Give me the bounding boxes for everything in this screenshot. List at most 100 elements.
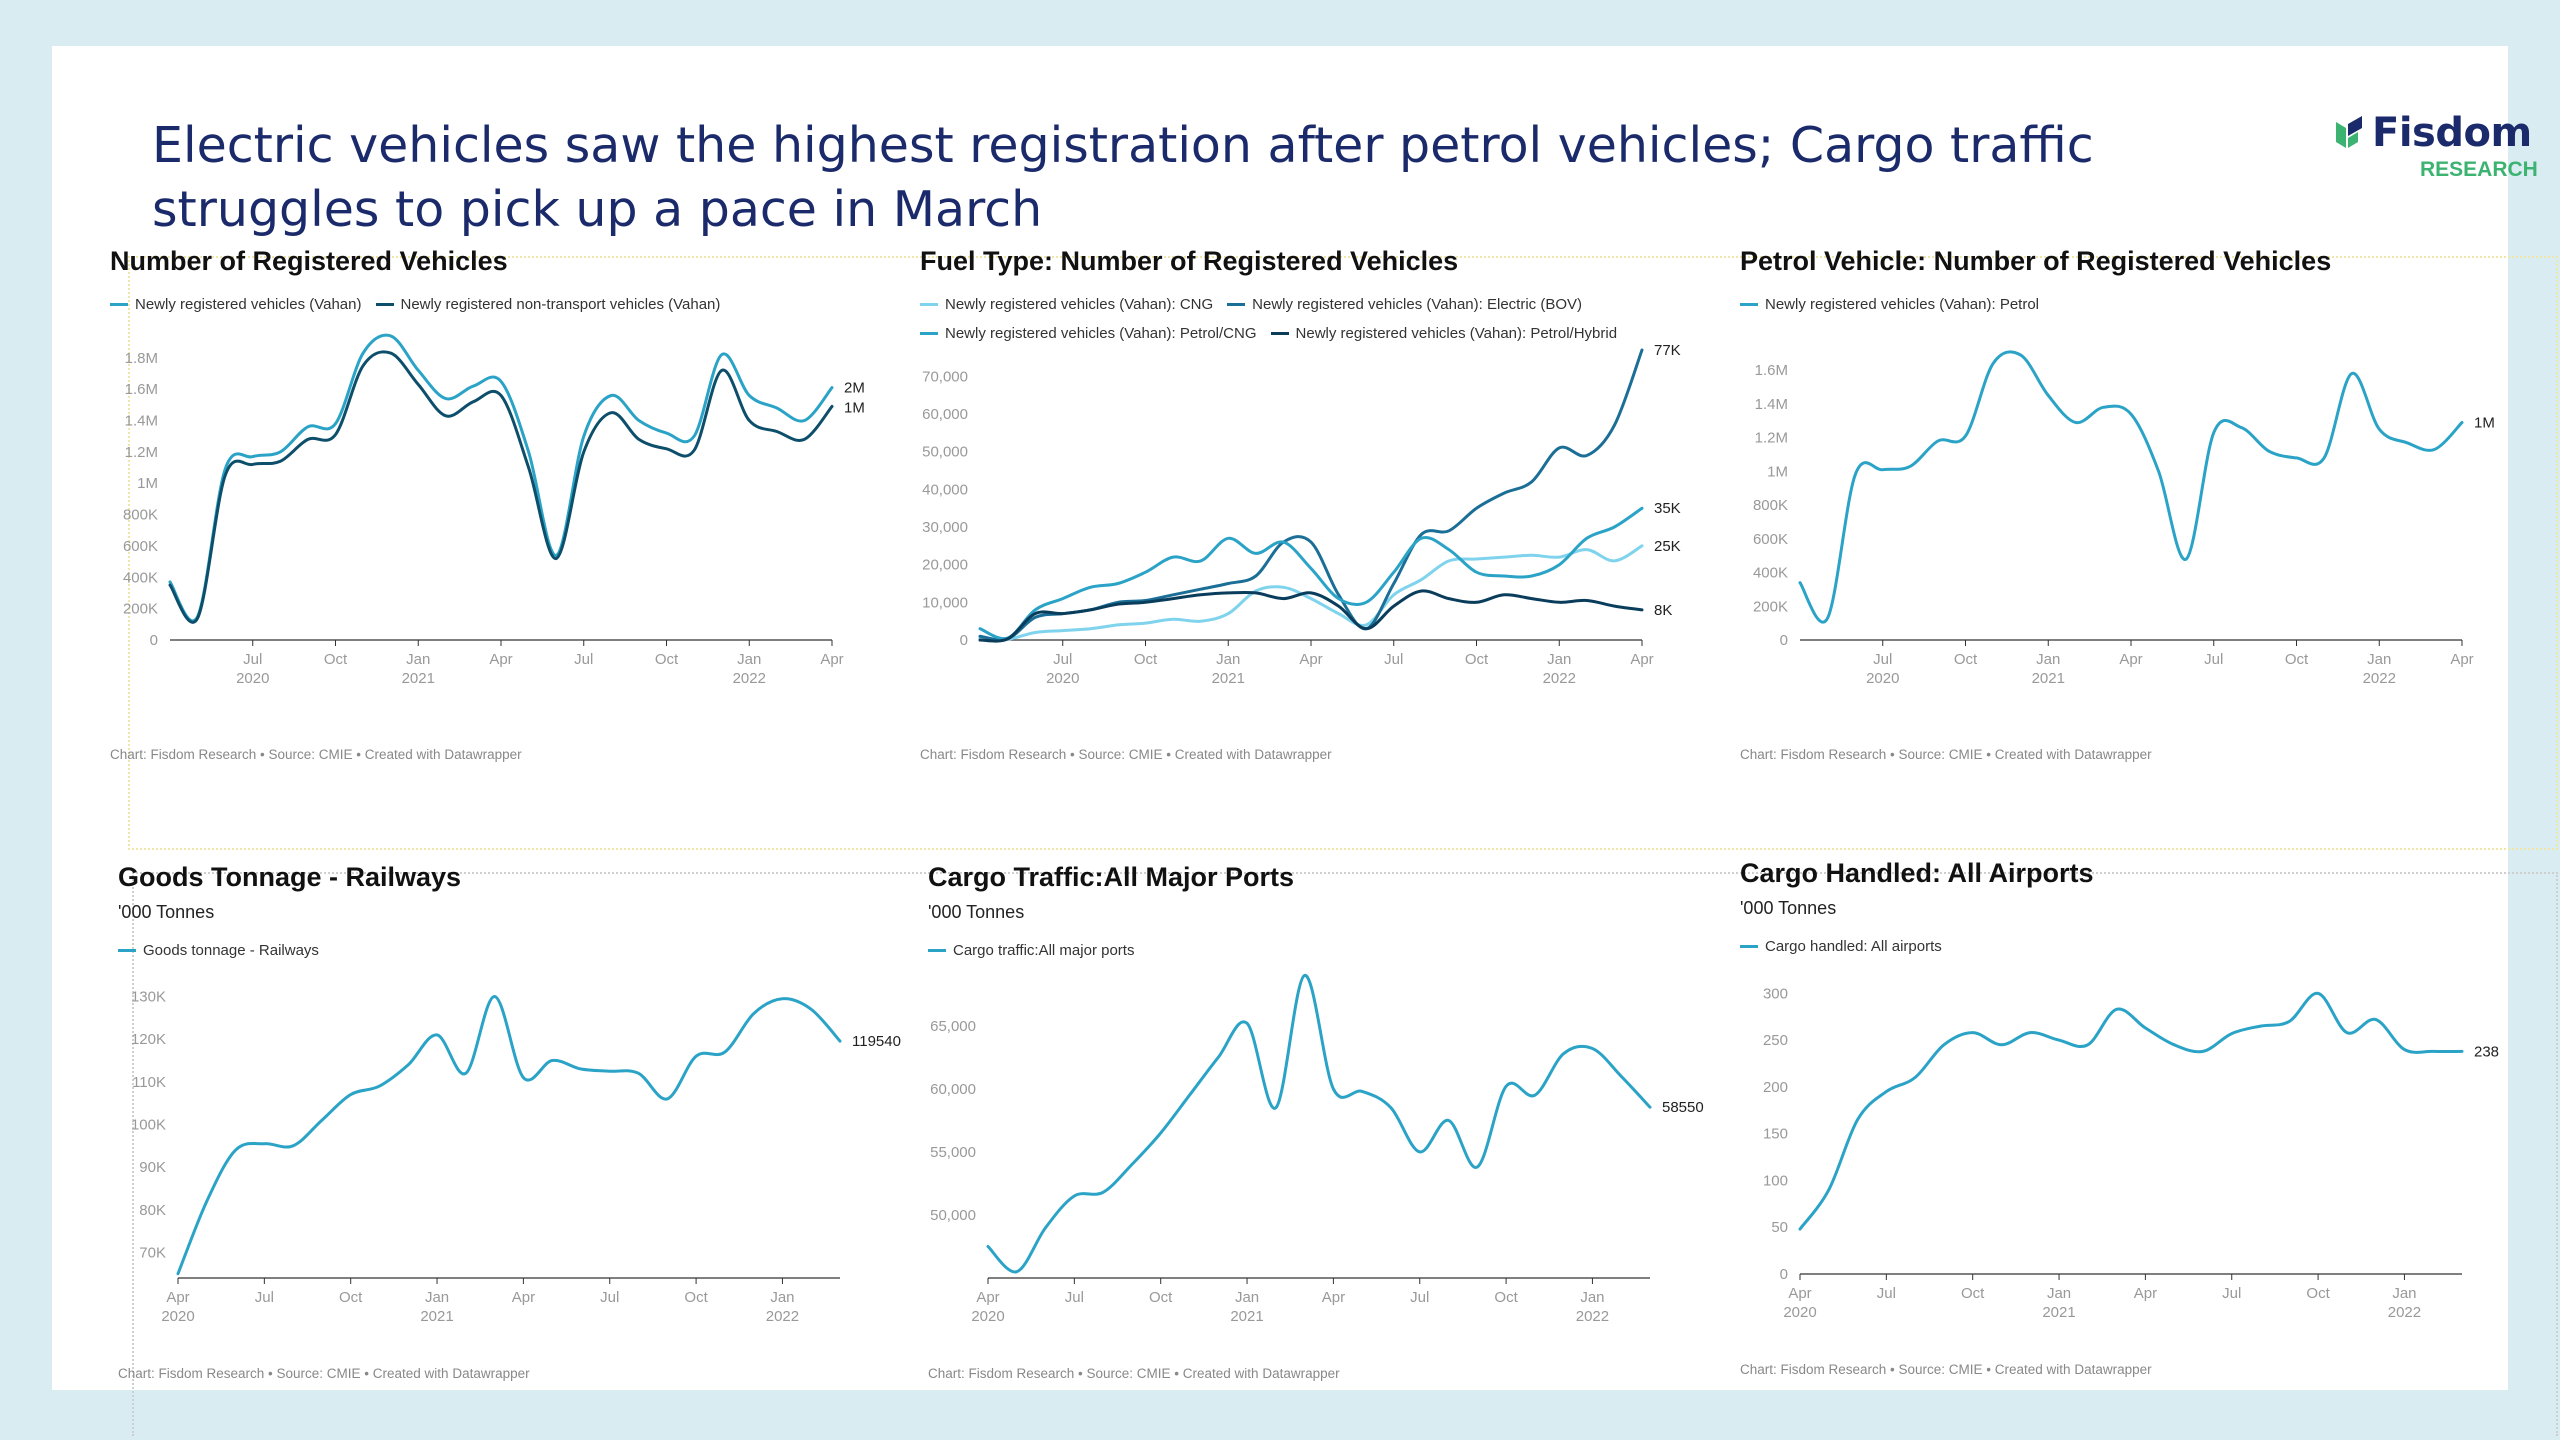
x-tick-label: Apr xyxy=(166,1289,189,1306)
x-tick-year-label: 2021 xyxy=(1230,1308,1263,1325)
fisdom-leaf-icon xyxy=(2336,116,2362,148)
chart-legend: Cargo handled: All airports xyxy=(1740,932,2520,961)
x-tick-label: Oct xyxy=(1134,651,1158,668)
y-tick-label: 0 xyxy=(150,632,158,649)
chart-title: Cargo Traffic:All Major Ports xyxy=(928,862,1295,892)
x-tick-label: Apr xyxy=(512,1289,535,1306)
series-line xyxy=(978,589,1644,643)
x-tick-year-label: 2021 xyxy=(2032,670,2065,687)
legend-label: Newly registered vehicles (Vahan): Petro… xyxy=(1765,296,2040,313)
y-tick-label: 600K xyxy=(1753,531,1788,548)
x-tick-label: Apr xyxy=(489,651,512,668)
y-tick-label: 600K xyxy=(123,538,158,555)
y-tick-label: 70K xyxy=(139,1244,166,1261)
y-tick-label: 60,000 xyxy=(930,1081,976,1098)
x-tick-year-label: 2022 xyxy=(2388,1304,2421,1321)
x-tick-label: Oct xyxy=(1961,1285,1985,1302)
y-tick-label: 250 xyxy=(1763,1032,1788,1049)
x-tick-label: Jan xyxy=(1235,1289,1259,1306)
y-tick-label: 150 xyxy=(1763,1126,1788,1143)
chart-plot-area: 0 50 100 150 200 250 300 Apr 2020 Jul Oct Jan 2021 Ap… xyxy=(1763,985,2499,1321)
x-tick-year-label: 2020 xyxy=(161,1308,194,1325)
legend-swatch xyxy=(1270,332,1289,335)
x-tick-label: Jul xyxy=(1384,651,1403,668)
x-tick-label: Apr xyxy=(2119,651,2142,668)
x-tick-label: Jul xyxy=(243,651,262,668)
x-tick-label: Oct xyxy=(339,1289,363,1306)
legend-swatch xyxy=(110,303,128,306)
series-line xyxy=(168,350,834,624)
legend-label: Newly registered vehicles (Vahan): Elect… xyxy=(1252,296,1582,313)
legend-swatch xyxy=(118,949,136,952)
chart-title: Number of Registered Vehicles xyxy=(110,246,508,276)
x-tick-year-label: 2021 xyxy=(402,670,435,687)
y-tick-label: 90K xyxy=(139,1159,166,1176)
x-tick-label: Jul xyxy=(1065,1289,1084,1306)
x-tick-label: Oct xyxy=(1954,651,1978,668)
y-tick-label: 200K xyxy=(1753,598,1788,615)
x-tick-label: Apr xyxy=(1630,651,1653,668)
y-tick-label: 200K xyxy=(123,601,158,618)
series-end-label: 8K xyxy=(1654,602,1672,619)
chart-legend: Newly registered vehicles (Vahan): Petro… xyxy=(1740,290,2520,319)
legend-label: Newly registered vehicles (Vahan): CNG xyxy=(945,296,1214,313)
x-tick-label: Apr xyxy=(2450,651,2473,668)
y-tick-label: 0 xyxy=(1780,1266,1788,1283)
x-tick-label: Jul xyxy=(1877,1285,1896,1302)
y-tick-label: 400K xyxy=(123,569,158,586)
y-tick-label: 50,000 xyxy=(922,444,968,461)
legend-label: Newly registered vehicles (Vahan) xyxy=(135,296,362,313)
chart-title: Goods Tonnage - Railways xyxy=(118,862,462,892)
legend-item: Newly registered vehicles (Vahan): Elect… xyxy=(1227,290,1582,319)
x-tick-label: Jul xyxy=(255,1289,274,1306)
chart-source-note: Chart: Fisdom Research • Source: CMIE • … xyxy=(110,747,522,762)
y-tick-label: 60,000 xyxy=(922,406,968,423)
y-tick-label: 800K xyxy=(123,507,158,524)
x-tick-year-label: 2022 xyxy=(1543,670,1576,687)
x-tick-label: Jan xyxy=(1216,651,1240,668)
legend-item: Newly registered vehicles (Vahan): Petro… xyxy=(1740,290,2039,319)
headline: Electric vehicles saw the highest regist… xyxy=(152,117,2094,238)
x-tick-label: Jan xyxy=(2392,1285,2416,1302)
legend-label: Cargo traffic:All major ports xyxy=(953,942,1135,959)
slide: Electric vehicles saw the highest regist… xyxy=(52,46,2558,1436)
x-tick-year-label: 2020 xyxy=(1866,670,1899,687)
series-end-label: 2M xyxy=(844,380,865,397)
legend-swatch xyxy=(920,303,938,306)
chart-card-registered-vehicles: Number of Registered Vehicles Newly regi… xyxy=(110,246,910,806)
y-tick-label: 55,000 xyxy=(930,1144,976,1161)
chart-plot-area: 70K 80K 90K 100K 110K 120K 130K Apr 2020 Jul Oct Ja… xyxy=(131,989,901,1325)
x-tick-label: Apr xyxy=(1788,1285,1811,1302)
y-tick-label: 10,000 xyxy=(922,594,968,611)
x-tick-label: Jul xyxy=(1873,651,1892,668)
chart-source-note: Chart: Fisdom Research • Source: CMIE • … xyxy=(1740,1362,2152,1377)
chart-plot-area: 0 10,000 20,000 30,000 40,000 50,000 60,000 70,… xyxy=(922,342,1681,687)
y-tick-label: 100 xyxy=(1763,1172,1788,1189)
chart-source-note: Chart: Fisdom Research • Source: CMIE • … xyxy=(118,1366,530,1381)
legend-label: Cargo handled: All airports xyxy=(1765,938,1942,955)
legend-item: Newly registered vehicles (Vahan): Petro… xyxy=(920,319,1257,348)
y-tick-label: 200 xyxy=(1763,1079,1788,1096)
x-tick-label: Jul xyxy=(2222,1285,2241,1302)
x-tick-label: Jul xyxy=(1410,1289,1429,1306)
legend-item: Newly registered vehicles (Vahan) xyxy=(110,290,362,319)
y-tick-label: 0 xyxy=(960,632,968,649)
y-tick-label: 100K xyxy=(131,1116,166,1133)
y-tick-label: 0 xyxy=(1780,632,1788,649)
y-tick-label: 1.4M xyxy=(1755,396,1788,413)
chart-legend: Goods tonnage - Railways xyxy=(118,936,898,965)
x-tick-year-label: 2022 xyxy=(2363,670,2396,687)
y-tick-label: 40,000 xyxy=(922,481,968,498)
legend-item: Cargo traffic:All major ports xyxy=(928,936,1134,965)
chart-subtitle: '000 Tonnes xyxy=(928,902,1025,922)
chart-subtitle: '000 Tonnes xyxy=(1740,898,1837,918)
y-tick-label: 70,000 xyxy=(922,368,968,385)
series-end-label: 119540 xyxy=(852,1033,901,1050)
chart-card-fuel-type: Fuel Type: Number of Registered Vehicles… xyxy=(920,246,1720,806)
x-tick-year-label: 2021 xyxy=(2042,1304,2075,1321)
x-tick-year-label: 2021 xyxy=(420,1308,453,1325)
x-tick-year-label: 2020 xyxy=(971,1308,1004,1325)
chart-source-note: Chart: Fisdom Research • Source: CMIE • … xyxy=(920,747,1332,762)
legend-item: Goods tonnage - Railways xyxy=(118,936,319,965)
x-tick-label: Jul xyxy=(600,1289,619,1306)
